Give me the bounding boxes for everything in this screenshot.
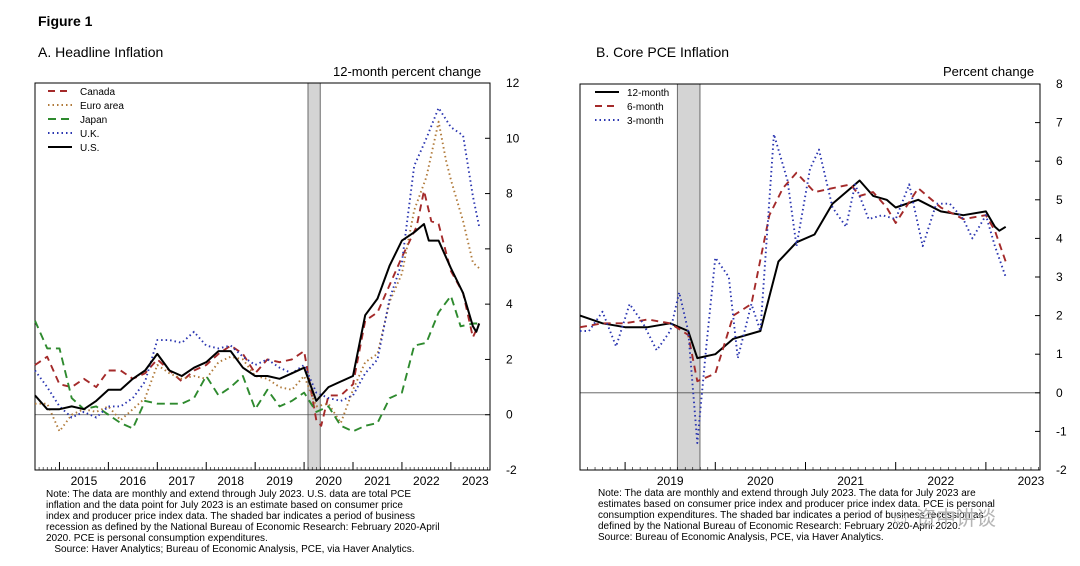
note-line: Source: Haver Analytics; Bureau of Econo… — [46, 544, 415, 555]
y-tick-label: 0 — [1056, 386, 1063, 400]
note-line: estimates based on consumer price index … — [598, 499, 995, 510]
legend-label: U.S. — [80, 143, 99, 154]
recession-bar — [676, 83, 701, 471]
x-tick-label: 2017 — [168, 474, 195, 488]
legend-label: U.K. — [80, 129, 99, 140]
series-line-euro-area — [35, 120, 480, 433]
panel-a-title: A. Headline Inflation — [38, 44, 164, 60]
x-tick-label: 2023 — [462, 474, 489, 488]
x-tick-label: 2022 — [413, 474, 440, 488]
note-line: recession as defined by the National Bur… — [46, 522, 440, 533]
watermark: ☺ 资中讲谈 — [890, 508, 996, 530]
note-line: defined by the National Bureau of Econom… — [598, 521, 961, 532]
y-tick-label: 0 — [506, 408, 513, 422]
x-tick-label: 2023 — [1018, 474, 1045, 488]
series-line-u-s- — [34, 223, 481, 411]
note-line: 2020. PCE is personal consumption expend… — [46, 533, 268, 544]
panel-b-ylabel: Percent change — [943, 64, 1035, 79]
figure-title: Figure 1 — [38, 13, 93, 29]
y-tick-label: -2 — [506, 463, 517, 477]
y-tick-label: 2 — [1056, 309, 1063, 323]
y-tick-label: 8 — [1056, 77, 1063, 91]
legend-label: Japan — [80, 115, 107, 126]
panel-a-chart: -2 0 2 4 6 8 10 12 2015 2016 2017 2018 2019 2020 2021 2… — [34, 76, 520, 488]
panel-b-chart: -2 -1 0 1 2 3 4 5 6 7 8 2019 2020 2021 2022 2023 12-mont… — [579, 77, 1067, 488]
y-tick-label: 6 — [506, 242, 513, 256]
y-tick-label: -1 — [1056, 424, 1067, 438]
panel-b-note: Note: The data are monthly and extend th… — [598, 488, 995, 543]
x-tick-label: 2020 — [747, 474, 774, 488]
x-tick-label: 2022 — [927, 474, 954, 488]
plot-frame — [34, 82, 491, 471]
y-tick-label: 12 — [506, 76, 520, 90]
x-tick-label: 2019 — [266, 474, 293, 488]
legend-label: 3-month — [627, 116, 664, 127]
y-tick-label: 3 — [1056, 270, 1063, 284]
x-tick-label: 2019 — [657, 474, 684, 488]
panel-a-ylabel: 12-month percent change — [333, 64, 482, 79]
note-line: Note: The data are monthly and extend th… — [598, 488, 976, 499]
y-tick-label: 6 — [1056, 154, 1063, 168]
y-tick-label: 10 — [506, 131, 520, 145]
y-tick-label: 7 — [1056, 116, 1063, 130]
plot-frame — [579, 83, 1041, 471]
x-tick-label: 2021 — [837, 474, 864, 488]
series-line-canada — [34, 189, 481, 427]
x-tick-label: 2015 — [71, 474, 98, 488]
note-line: Source: Bureau of Economic Analysis, PCE… — [598, 532, 884, 543]
y-tick-label: 4 — [1056, 231, 1063, 245]
panel-b-title: B. Core PCE Inflation — [596, 44, 730, 60]
series-line-japan — [34, 294, 480, 433]
legend-label: 6-month — [627, 102, 664, 113]
note-line: Note: The data are monthly and extend th… — [46, 489, 412, 500]
y-tick-label: -2 — [1056, 463, 1067, 477]
legend-label: 12-month — [627, 88, 669, 99]
x-tick-label: 2021 — [364, 474, 391, 488]
note-line: inflation and the data point for July 20… — [46, 500, 403, 511]
panel-a-note: Note: The data are monthly and extend th… — [46, 489, 440, 555]
legend-label: Euro area — [80, 101, 124, 112]
note-line: index and producer price index data. The… — [46, 511, 415, 522]
y-tick-label: 5 — [1056, 193, 1063, 207]
y-tick-label: 4 — [506, 297, 513, 311]
series-line-3-month — [580, 133, 1007, 444]
legend-label: Canada — [80, 87, 115, 98]
x-tick-label: 2018 — [217, 474, 244, 488]
note-line: consumption expenditures. The shaded bar… — [598, 510, 984, 521]
x-tick-label: 2016 — [119, 474, 146, 488]
x-tick-label: 2020 — [315, 474, 342, 488]
y-tick-label: 2 — [506, 352, 513, 366]
y-tick-label: 1 — [1056, 347, 1063, 361]
y-tick-label: 8 — [506, 187, 513, 201]
